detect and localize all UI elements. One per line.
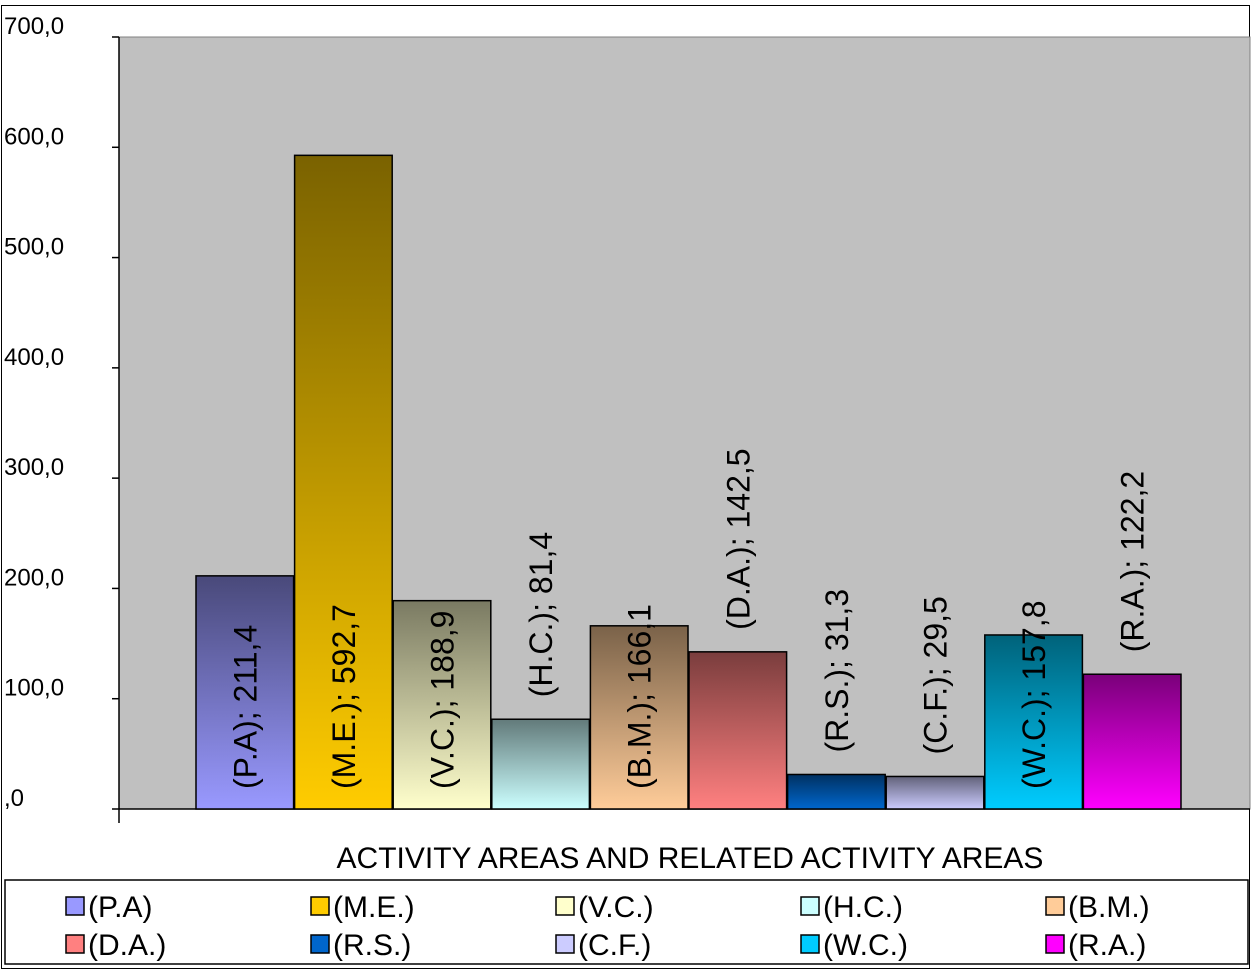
bar (984, 634, 1084, 810)
legend-label: (P.A) (88, 891, 152, 924)
legend-swatch (555, 934, 575, 954)
legend-swatch (1045, 896, 1065, 916)
legend-swatch (310, 934, 330, 954)
legend-swatch (65, 934, 85, 954)
bar (293, 154, 393, 810)
bars (195, 154, 1182, 810)
data-labels: (P.A); 211,4 (M.E.); 592,7 (V.C.); 188,9 (H… (227, 448, 1150, 789)
bar (688, 651, 788, 810)
legend-label: (M.E.) (333, 891, 415, 924)
data-label: (P.A); 211,4 (227, 625, 263, 789)
data-label: (V.C.); 188,9 (425, 611, 461, 789)
legend-swatch (1045, 934, 1065, 954)
legend: (P.A) (M.E.) (V.C.) (H.C.) (B.M.) (D.A.) (R.S.… (65, 891, 1150, 962)
bar (589, 625, 689, 810)
data-label: (W.C.); 157,8 (1016, 601, 1052, 790)
legend-swatch (800, 934, 820, 954)
data-label: (R.A.); 122,2 (1115, 471, 1151, 652)
y-tick-label: 400,0 (4, 344, 64, 371)
data-label: (R.S.); 31,3 (819, 589, 855, 753)
legend-label: (B.M.) (1068, 891, 1150, 924)
data-label: (B.M.); 166,1 (622, 604, 658, 789)
y-tick-label: 500,0 (4, 234, 64, 261)
legend-label: (D.A.) (88, 929, 166, 962)
y-tick-label: 700,0 (4, 13, 64, 40)
legend-swatch (65, 896, 85, 916)
data-label: (D.A.); 142,5 (720, 448, 756, 629)
legend-label: (W.C.) (823, 929, 908, 962)
data-label: (H.C.); 81,4 (523, 532, 559, 697)
data-label: (M.E.); 592,7 (326, 604, 362, 789)
legend-label: (R.A.) (1068, 929, 1146, 962)
y-tick-label: 300,0 (4, 454, 64, 481)
x-axis-title: ACTIVITY AREAS AND RELATED ACTIVITY AREA… (337, 842, 1044, 875)
legend-box (4, 879, 1249, 965)
legend-label: (V.C.) (578, 891, 654, 924)
bar (1082, 673, 1182, 810)
bar (786, 773, 886, 810)
y-tick-label: 100,0 (4, 675, 64, 702)
y-tick-label: ,0 (4, 785, 24, 812)
legend-label: (C.F.) (578, 929, 651, 962)
bar (491, 718, 591, 810)
bar (392, 599, 492, 810)
bar (195, 575, 295, 810)
y-tick-label: 200,0 (4, 564, 64, 591)
y-tick-label: 600,0 (4, 123, 64, 150)
legend-swatch (800, 896, 820, 916)
legend-swatch (555, 896, 575, 916)
bar (885, 775, 985, 810)
data-label: (C.F.); 29,5 (918, 596, 954, 754)
legend-label: (R.S.) (333, 929, 411, 962)
legend-label: (H.C.) (823, 891, 903, 924)
legend-swatch (310, 896, 330, 916)
